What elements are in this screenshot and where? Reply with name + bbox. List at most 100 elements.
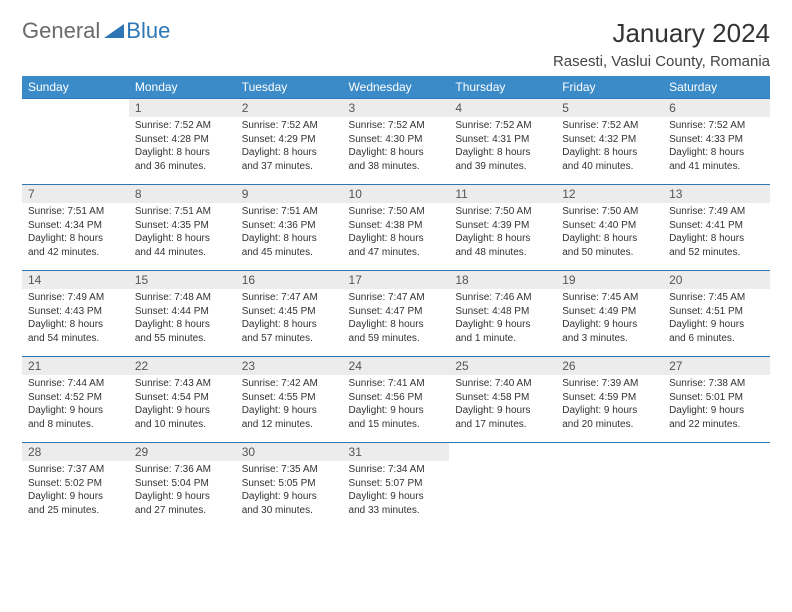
day-info-line: Sunrise: 7:51 AM (242, 205, 337, 219)
logo-text-blue: Blue (126, 18, 170, 44)
day-info-line: Daylight: 9 hours (669, 404, 764, 418)
day-info-line: Sunrise: 7:50 AM (349, 205, 444, 219)
day-info-line: and 41 minutes. (669, 160, 764, 174)
calendar-day-cell: 31Sunrise: 7:34 AMSunset: 5:07 PMDayligh… (343, 442, 450, 528)
day-info: Sunrise: 7:47 AMSunset: 4:45 PMDaylight:… (236, 289, 343, 349)
calendar-day-cell: 14Sunrise: 7:49 AMSunset: 4:43 PMDayligh… (22, 270, 129, 356)
day-info-line: Sunrise: 7:45 AM (669, 291, 764, 305)
day-info: Sunrise: 7:52 AMSunset: 4:33 PMDaylight:… (663, 117, 770, 177)
day-number: 20 (663, 270, 770, 289)
calendar-week-row: 7Sunrise: 7:51 AMSunset: 4:34 PMDaylight… (22, 184, 770, 270)
day-info-line: Daylight: 9 hours (242, 404, 337, 418)
calendar-day-cell: 23Sunrise: 7:42 AMSunset: 4:55 PMDayligh… (236, 356, 343, 442)
weekday-header: Friday (556, 76, 663, 98)
calendar-day-cell: 28Sunrise: 7:37 AMSunset: 5:02 PMDayligh… (22, 442, 129, 528)
day-info: Sunrise: 7:47 AMSunset: 4:47 PMDaylight:… (343, 289, 450, 349)
day-info-line: Sunset: 4:40 PM (562, 219, 657, 233)
day-info-line: Sunrise: 7:36 AM (135, 463, 230, 477)
day-info-line: Sunset: 4:49 PM (562, 305, 657, 319)
calendar-day-cell: . (556, 442, 663, 528)
day-info: Sunrise: 7:51 AMSunset: 4:35 PMDaylight:… (129, 203, 236, 263)
day-info-line: Daylight: 8 hours (349, 318, 444, 332)
calendar-day-cell: 17Sunrise: 7:47 AMSunset: 4:47 PMDayligh… (343, 270, 450, 356)
day-info-line: Daylight: 9 hours (28, 490, 123, 504)
calendar-day-cell: . (449, 442, 556, 528)
location-text: Rasesti, Vaslui County, Romania (553, 53, 770, 70)
day-info-line: and 59 minutes. (349, 332, 444, 346)
day-number: 12 (556, 184, 663, 203)
calendar-day-cell: 20Sunrise: 7:45 AMSunset: 4:51 PMDayligh… (663, 270, 770, 356)
day-info: Sunrise: 7:49 AMSunset: 4:41 PMDaylight:… (663, 203, 770, 263)
day-info-line: Sunrise: 7:44 AM (28, 377, 123, 391)
day-info-line: Sunrise: 7:51 AM (135, 205, 230, 219)
day-info-line: and 27 minutes. (135, 504, 230, 518)
calendar-day-cell: 1Sunrise: 7:52 AMSunset: 4:28 PMDaylight… (129, 98, 236, 184)
day-number: 5 (556, 98, 663, 117)
day-info: Sunrise: 7:38 AMSunset: 5:01 PMDaylight:… (663, 375, 770, 435)
day-info-line: Sunset: 4:41 PM (669, 219, 764, 233)
day-info: Sunrise: 7:34 AMSunset: 5:07 PMDaylight:… (343, 461, 450, 521)
day-number: 19 (556, 270, 663, 289)
day-info-line: Daylight: 9 hours (135, 404, 230, 418)
day-info-line: Sunset: 4:36 PM (242, 219, 337, 233)
calendar-day-cell: . (663, 442, 770, 528)
title-block: January 2024 Rasesti, Vaslui County, Rom… (553, 18, 770, 70)
day-info-line: Daylight: 9 hours (669, 318, 764, 332)
weekday-header: Wednesday (343, 76, 450, 98)
day-info-line: Sunset: 4:55 PM (242, 391, 337, 405)
day-info-line: and 17 minutes. (455, 418, 550, 432)
day-info-line: and 8 minutes. (28, 418, 123, 432)
day-info-line: and 47 minutes. (349, 246, 444, 260)
day-info-line: Sunset: 4:54 PM (135, 391, 230, 405)
day-info-line: Daylight: 8 hours (28, 318, 123, 332)
day-info-line: and 57 minutes. (242, 332, 337, 346)
day-info-line: Daylight: 9 hours (455, 404, 550, 418)
calendar-day-cell: 5Sunrise: 7:52 AMSunset: 4:32 PMDaylight… (556, 98, 663, 184)
day-info-line: Sunrise: 7:34 AM (349, 463, 444, 477)
day-number: 14 (22, 270, 129, 289)
day-info-line: Sunset: 4:58 PM (455, 391, 550, 405)
day-number-empty: . (449, 442, 556, 461)
day-info-line: and 3 minutes. (562, 332, 657, 346)
day-info-line: and 44 minutes. (135, 246, 230, 260)
day-info-line: Daylight: 9 hours (562, 318, 657, 332)
day-info: Sunrise: 7:52 AMSunset: 4:31 PMDaylight:… (449, 117, 556, 177)
day-info-line: Daylight: 8 hours (135, 232, 230, 246)
day-info-line: Sunrise: 7:47 AM (242, 291, 337, 305)
day-number: 17 (343, 270, 450, 289)
day-number-empty: . (556, 442, 663, 461)
calendar-day-cell: 26Sunrise: 7:39 AMSunset: 4:59 PMDayligh… (556, 356, 663, 442)
day-info-line: Sunrise: 7:52 AM (669, 119, 764, 133)
calendar-day-cell: 4Sunrise: 7:52 AMSunset: 4:31 PMDaylight… (449, 98, 556, 184)
day-info-line: Sunset: 4:43 PM (28, 305, 123, 319)
day-number: 27 (663, 356, 770, 375)
day-info-line: and 30 minutes. (242, 504, 337, 518)
calendar-day-cell: 10Sunrise: 7:50 AMSunset: 4:38 PMDayligh… (343, 184, 450, 270)
day-number: 16 (236, 270, 343, 289)
day-info-line: Sunrise: 7:52 AM (349, 119, 444, 133)
day-info-line: and 37 minutes. (242, 160, 337, 174)
weekday-header: Monday (129, 76, 236, 98)
calendar-day-cell: 3Sunrise: 7:52 AMSunset: 4:30 PMDaylight… (343, 98, 450, 184)
day-info-line: and 33 minutes. (349, 504, 444, 518)
day-info: Sunrise: 7:50 AMSunset: 4:39 PMDaylight:… (449, 203, 556, 263)
day-info-line: Sunrise: 7:40 AM (455, 377, 550, 391)
day-info-line: Daylight: 8 hours (242, 146, 337, 160)
day-info-line: Sunset: 4:29 PM (242, 133, 337, 147)
day-info-line: Daylight: 9 hours (242, 490, 337, 504)
day-number: 31 (343, 442, 450, 461)
day-info-line: and 10 minutes. (135, 418, 230, 432)
day-info-line: and 20 minutes. (562, 418, 657, 432)
day-info-line: Sunset: 4:33 PM (669, 133, 764, 147)
calendar-body: . 1Sunrise: 7:52 AMSunset: 4:28 PMDayligh… (22, 98, 770, 528)
header: General Blue January 2024 Rasesti, Vaslu… (22, 18, 770, 70)
day-info: Sunrise: 7:41 AMSunset: 4:56 PMDaylight:… (343, 375, 450, 435)
day-info-line: and 6 minutes. (669, 332, 764, 346)
day-info: Sunrise: 7:48 AMSunset: 4:44 PMDaylight:… (129, 289, 236, 349)
logo-text-general: General (22, 18, 100, 44)
calendar-page: General Blue January 2024 Rasesti, Vaslu… (0, 0, 792, 546)
day-info-line: Daylight: 8 hours (669, 146, 764, 160)
day-info-line: Sunset: 4:31 PM (455, 133, 550, 147)
calendar-header-row: Sunday Monday Tuesday Wednesday Thursday… (22, 76, 770, 98)
day-info-line: and 54 minutes. (28, 332, 123, 346)
